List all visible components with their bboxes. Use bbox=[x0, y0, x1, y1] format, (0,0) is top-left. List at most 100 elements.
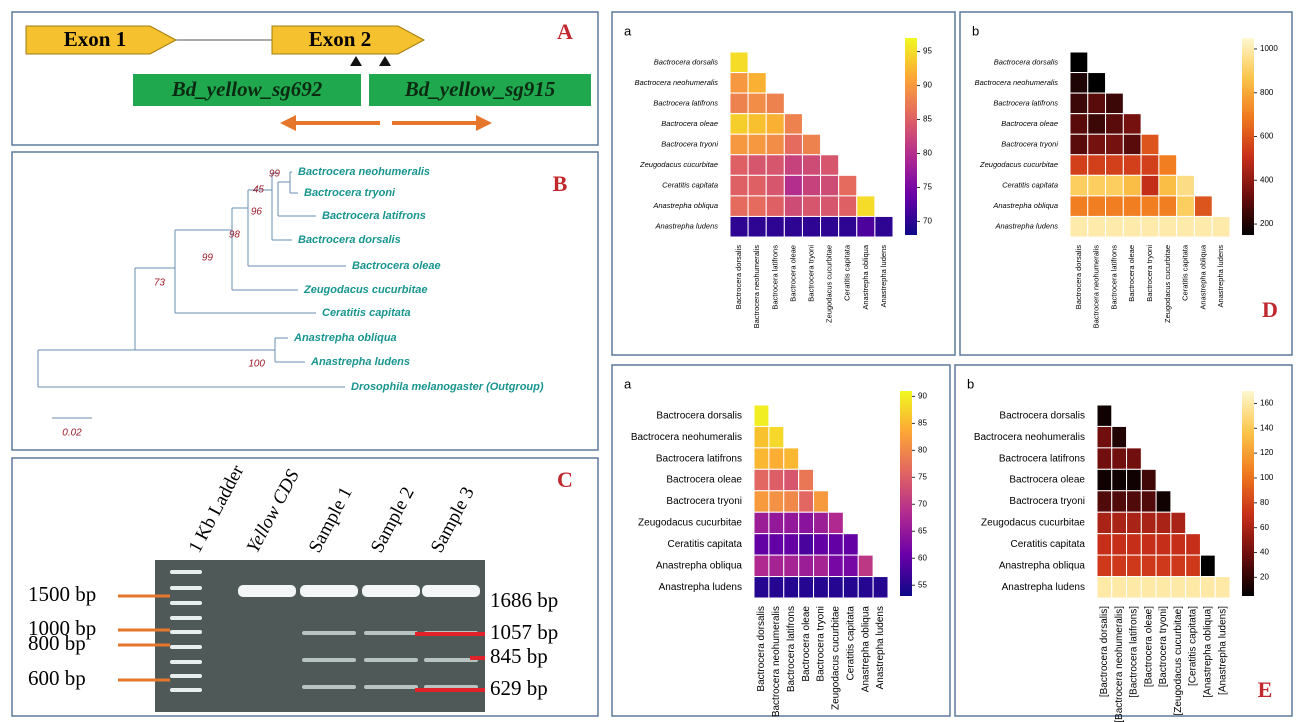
heatmap-cell bbox=[799, 469, 814, 490]
heatmap-cell bbox=[821, 196, 839, 217]
column-label: [Anastrepha ludens] bbox=[1217, 606, 1228, 695]
heatmap-cell bbox=[1156, 491, 1171, 512]
heatmap-cell bbox=[1212, 216, 1230, 237]
colorbar-tick-label: 160 bbox=[1260, 399, 1274, 408]
heatmap-cell bbox=[1106, 134, 1124, 155]
colorbar bbox=[900, 391, 912, 596]
heatmap-cell bbox=[858, 555, 873, 576]
row-label: Bactrocera oleae bbox=[661, 119, 718, 128]
colorbar-tick-label: 20 bbox=[1260, 572, 1269, 581]
heatmap-cell bbox=[1200, 555, 1215, 576]
heatmap-cell bbox=[1112, 512, 1127, 533]
heatmap-cell bbox=[1112, 555, 1127, 576]
colorbar-tick-label: 90 bbox=[918, 392, 927, 401]
heatmap-cell bbox=[821, 216, 839, 237]
heatmap-cell bbox=[814, 491, 829, 512]
heatmap-cell bbox=[769, 534, 784, 555]
heatmap-cell bbox=[754, 469, 769, 490]
heatmap-cell bbox=[843, 577, 858, 598]
ladder-band bbox=[170, 688, 202, 692]
band-label: 1057 bp bbox=[490, 620, 558, 644]
panel-letter: E bbox=[1258, 677, 1273, 702]
heatmap-cell bbox=[1070, 114, 1088, 135]
colorbar-tick-label: 85 bbox=[918, 418, 927, 427]
heatmap-cell bbox=[784, 555, 799, 576]
heatmap-cell bbox=[769, 448, 784, 469]
heatmap-cell bbox=[1127, 577, 1142, 598]
heatmap-cell bbox=[784, 196, 802, 217]
heatmap-cell bbox=[1088, 73, 1106, 94]
column-label: Ceratitis capitata bbox=[1181, 244, 1190, 301]
heatmap-cell bbox=[1159, 196, 1177, 217]
row-label: Bactrocera neohumeralis bbox=[635, 78, 719, 87]
exon-label: Exon 1 bbox=[64, 27, 126, 51]
ladder-band bbox=[170, 660, 202, 664]
colorbar-tick-label: 600 bbox=[1260, 132, 1274, 141]
row-label: Bactrocera oleae bbox=[666, 475, 742, 486]
colorbar-tick-label: 75 bbox=[923, 183, 932, 192]
heatmap-cell bbox=[1194, 196, 1212, 217]
row-label: Anastrepha obliqua bbox=[992, 201, 1058, 210]
colorbar-tick-label: 60 bbox=[918, 553, 927, 562]
heatmap-cell bbox=[1112, 534, 1127, 555]
taxon-label: Bactrocera oleae bbox=[352, 260, 441, 272]
colorbar-tick-label: 65 bbox=[918, 526, 927, 535]
colorbar-tick-label: 1000 bbox=[1260, 44, 1278, 53]
heatmap-cell bbox=[839, 175, 857, 196]
heatmap-cell bbox=[1123, 216, 1141, 237]
heatmap-cell bbox=[1123, 175, 1141, 196]
heatmap-cell bbox=[1156, 555, 1171, 576]
figure: Exon 1 Exon 2 Bd_yellow_sg692 Bd_yellow_… bbox=[0, 0, 1304, 722]
band bbox=[424, 658, 478, 662]
colorbar-tick-label: 70 bbox=[918, 499, 927, 508]
column-label: Anastrepha obliqua bbox=[860, 606, 871, 693]
row-label: Anastrepha ludens bbox=[659, 582, 742, 593]
heatmap-cell bbox=[1177, 216, 1195, 237]
band-label: 1686 bp bbox=[490, 588, 558, 612]
colorbar-tick-label: 800 bbox=[1260, 88, 1274, 97]
colorbar bbox=[905, 38, 917, 235]
heatmap-cell bbox=[1097, 448, 1112, 469]
column-label: Zeugodacus cucurbitae bbox=[825, 245, 834, 323]
guide-label: Bd_yellow_sg692 bbox=[171, 77, 323, 101]
colorbar-tick-label: 120 bbox=[1260, 448, 1274, 457]
column-label: Bactrocera dorsalis bbox=[734, 245, 743, 309]
heatmap-cell bbox=[754, 555, 769, 576]
colorbar bbox=[1242, 391, 1254, 596]
column-label: Bactrocera dorsalis bbox=[1074, 245, 1083, 309]
column-label: Anastrepha obliqua bbox=[861, 244, 870, 309]
heatmap-cell bbox=[828, 512, 843, 533]
heatmap-cell bbox=[1127, 469, 1142, 490]
heatmap-cell bbox=[1141, 512, 1156, 533]
colorbar-tick-label: 400 bbox=[1260, 175, 1274, 184]
heatmap-cell bbox=[730, 114, 748, 135]
column-label: [Bactrocera oleae] bbox=[1143, 606, 1154, 687]
heatmap-cell bbox=[769, 426, 784, 447]
taxon-label: Drosophila melanogaster (Outgroup) bbox=[351, 381, 544, 393]
heatmap-cell bbox=[799, 512, 814, 533]
heatmap-cell bbox=[802, 196, 820, 217]
heatmap-cell bbox=[784, 134, 802, 155]
column-label: [Bactrocera dorsalis] bbox=[1099, 606, 1110, 697]
row-label: Zeugodacus cucurbitae bbox=[981, 518, 1085, 529]
column-label: Bactrocera dorsalis bbox=[756, 606, 767, 692]
ladder-band bbox=[170, 674, 202, 678]
heatmap-cell bbox=[730, 155, 748, 176]
column-label: [Anastrepha obliqua] bbox=[1202, 606, 1213, 698]
colorbar bbox=[1242, 38, 1254, 235]
heatmap-cell bbox=[1097, 469, 1112, 490]
heatmap-cell bbox=[802, 155, 820, 176]
heatmap-cell bbox=[821, 175, 839, 196]
column-label: Zeugodacus cucurbitae bbox=[1163, 245, 1172, 323]
band-label: 845 bp bbox=[490, 644, 548, 668]
heatmap-cell bbox=[748, 114, 766, 135]
heatmap-cell bbox=[1123, 196, 1141, 217]
heatmap-cell bbox=[1112, 577, 1127, 598]
heatmap-cell bbox=[754, 512, 769, 533]
column-label: Anastrepha ludens bbox=[875, 606, 886, 689]
heatmap-cell bbox=[748, 155, 766, 176]
heatmap-cell bbox=[1141, 155, 1159, 176]
heatmap-cell bbox=[754, 448, 769, 469]
row-label: Anastrepha ludens bbox=[654, 222, 718, 231]
heatmap-cell bbox=[1127, 512, 1142, 533]
